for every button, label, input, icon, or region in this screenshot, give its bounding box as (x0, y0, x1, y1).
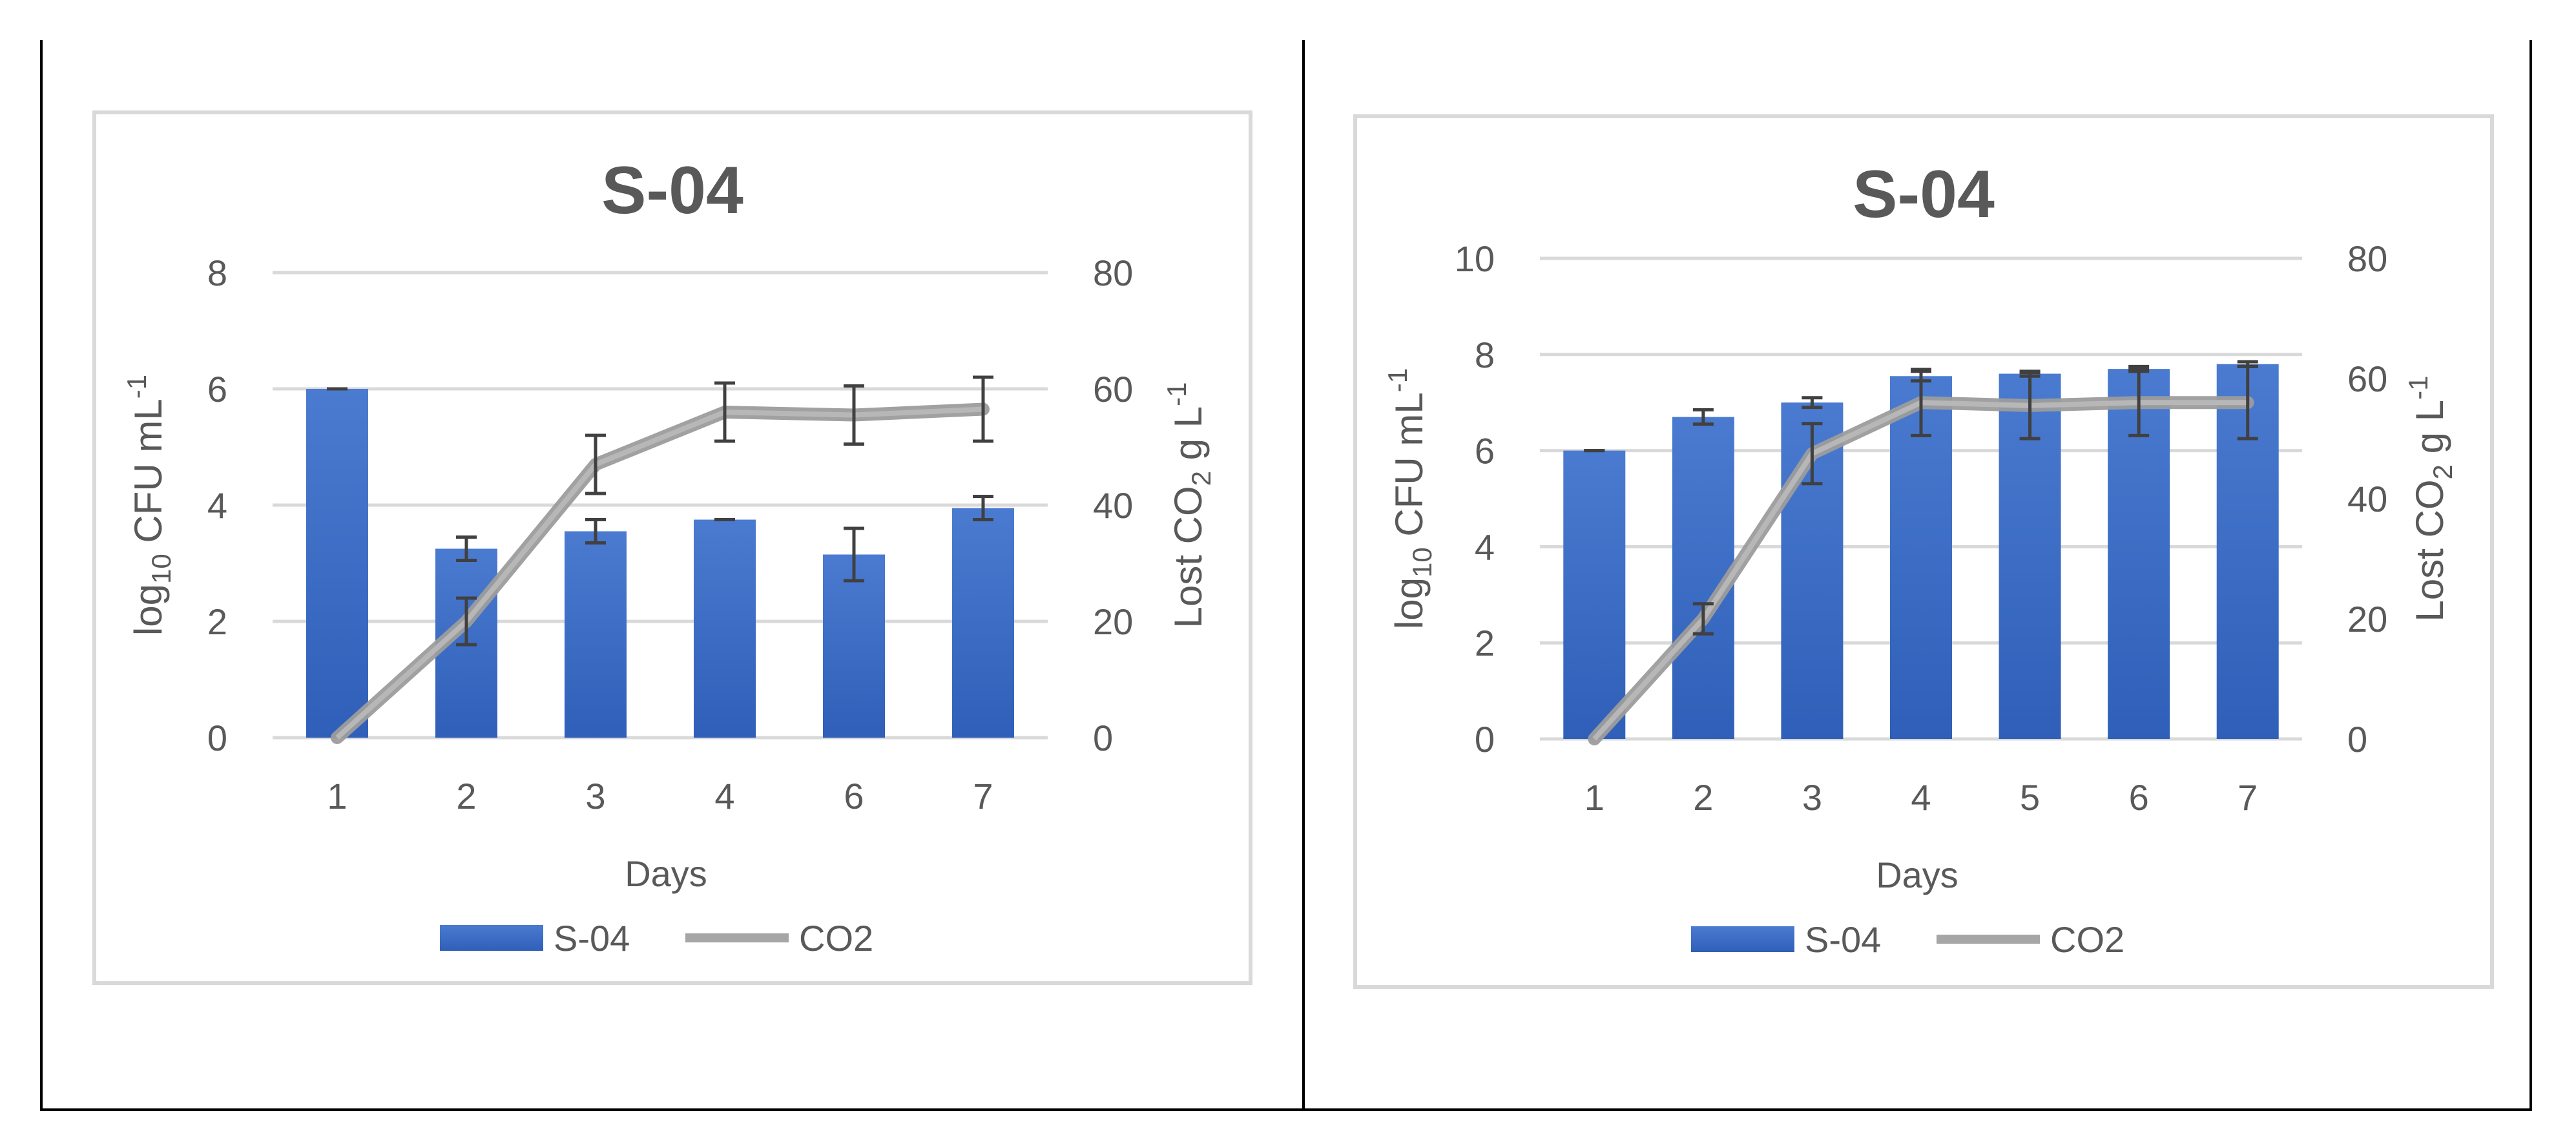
y-axis-label: log10 CFU mL-1 (1382, 368, 1437, 629)
line-error-bar (456, 596, 477, 647)
line-error-bar (585, 433, 606, 495)
y-axis-label: log10 CFU mL-1 (121, 375, 176, 636)
x-tick-label: 2 (1693, 777, 1713, 818)
y-tick-label: 2 (207, 601, 227, 642)
x-tick-label: 4 (1911, 777, 1931, 818)
legend-label-bars: S-04 (554, 918, 630, 959)
bar (952, 508, 1014, 738)
x-tick-label: 2 (456, 776, 476, 816)
y2-tick-label: 0 (2347, 719, 2367, 760)
y2-axis-label: Lost CO2 g L-1 (2403, 376, 2458, 622)
x-tick-label: 6 (2129, 777, 2149, 818)
chart-right: 0 2 4 6 8 10 0 20 40 60 80 S-04 1 2 3 4 5 6 7 Days log10 CFU… (1353, 114, 2494, 989)
y2-tick-label: 0 (1093, 718, 1113, 758)
bar (694, 519, 756, 738)
legend-swatch-bars (1691, 926, 1794, 952)
bar (565, 531, 627, 738)
line-error-bar (844, 384, 864, 446)
bar (823, 554, 885, 738)
x-tick-label: 6 (844, 776, 864, 816)
y2-tick-label: 60 (2347, 358, 2387, 399)
legend-label-bars: S-04 (1805, 919, 1881, 960)
y-tick-label: 4 (207, 485, 227, 526)
x-tick-label: 7 (973, 776, 993, 816)
bar-error-bar (1692, 408, 1714, 426)
bar-error-bar (844, 526, 864, 583)
y-tick-label: 0 (207, 718, 227, 758)
y2-tick-label: 20 (1093, 601, 1133, 642)
chart-title: S-04 (601, 153, 743, 228)
line-error-bar (2237, 364, 2258, 441)
legend-label-line: CO2 (799, 918, 873, 959)
x-axis-label: Days (625, 853, 707, 894)
x-tick-label: 3 (1802, 777, 1822, 818)
y2-axis-label: Lost CO2 g L-1 (1161, 382, 1216, 628)
y-tick-label: 4 (1475, 526, 1495, 567)
line-error-bar (1692, 602, 1714, 636)
bar (1563, 450, 1626, 739)
x-axis-label: Days (1876, 855, 1958, 895)
line-error-bar (1911, 368, 1931, 437)
chart-border (92, 110, 1252, 985)
y-tick-label: 6 (1475, 431, 1495, 472)
y2-tick-label: 40 (1093, 485, 1133, 526)
x-tick-label: 4 (714, 776, 734, 816)
bar-error-bar (973, 495, 993, 521)
y2-tick-label: 20 (2347, 599, 2387, 639)
y-tick-label: 8 (207, 253, 227, 293)
x-tick-label: 1 (1584, 777, 1605, 818)
line-error-bar (2019, 371, 2041, 441)
y-tick-label: 8 (1475, 335, 1495, 375)
y-tick-label: 0 (1475, 719, 1495, 760)
y-tick-label: 2 (1475, 623, 1495, 663)
bar-error-bar (456, 535, 477, 562)
y-tick-label: 10 (1455, 238, 1495, 279)
x-tick-label: 3 (585, 776, 605, 816)
y2-tick-label: 60 (1093, 369, 1133, 410)
x-tick-label: 5 (2020, 777, 2040, 818)
line-error-bar (714, 381, 735, 443)
x-tick-label: 1 (327, 776, 347, 816)
y2-tick-label: 40 (2347, 479, 2387, 519)
bar (306, 389, 368, 738)
chart-title: S-04 (1853, 157, 1995, 232)
legend-label-line: CO2 (2050, 919, 2124, 960)
bar-error-bar (1802, 396, 1823, 410)
y2-tick-label: 80 (1093, 253, 1133, 293)
bar-error-bar (585, 518, 606, 545)
y-tick-label: 6 (207, 369, 227, 410)
co2-line-highlight (335, 406, 984, 740)
legend-swatch-bars (440, 925, 543, 951)
line-error-bar (1802, 422, 1823, 486)
line-error-bar (973, 375, 993, 443)
y2-tick-label: 80 (2347, 238, 2387, 279)
x-tick-label: 7 (2238, 777, 2258, 818)
line-error-bar (2128, 368, 2150, 437)
